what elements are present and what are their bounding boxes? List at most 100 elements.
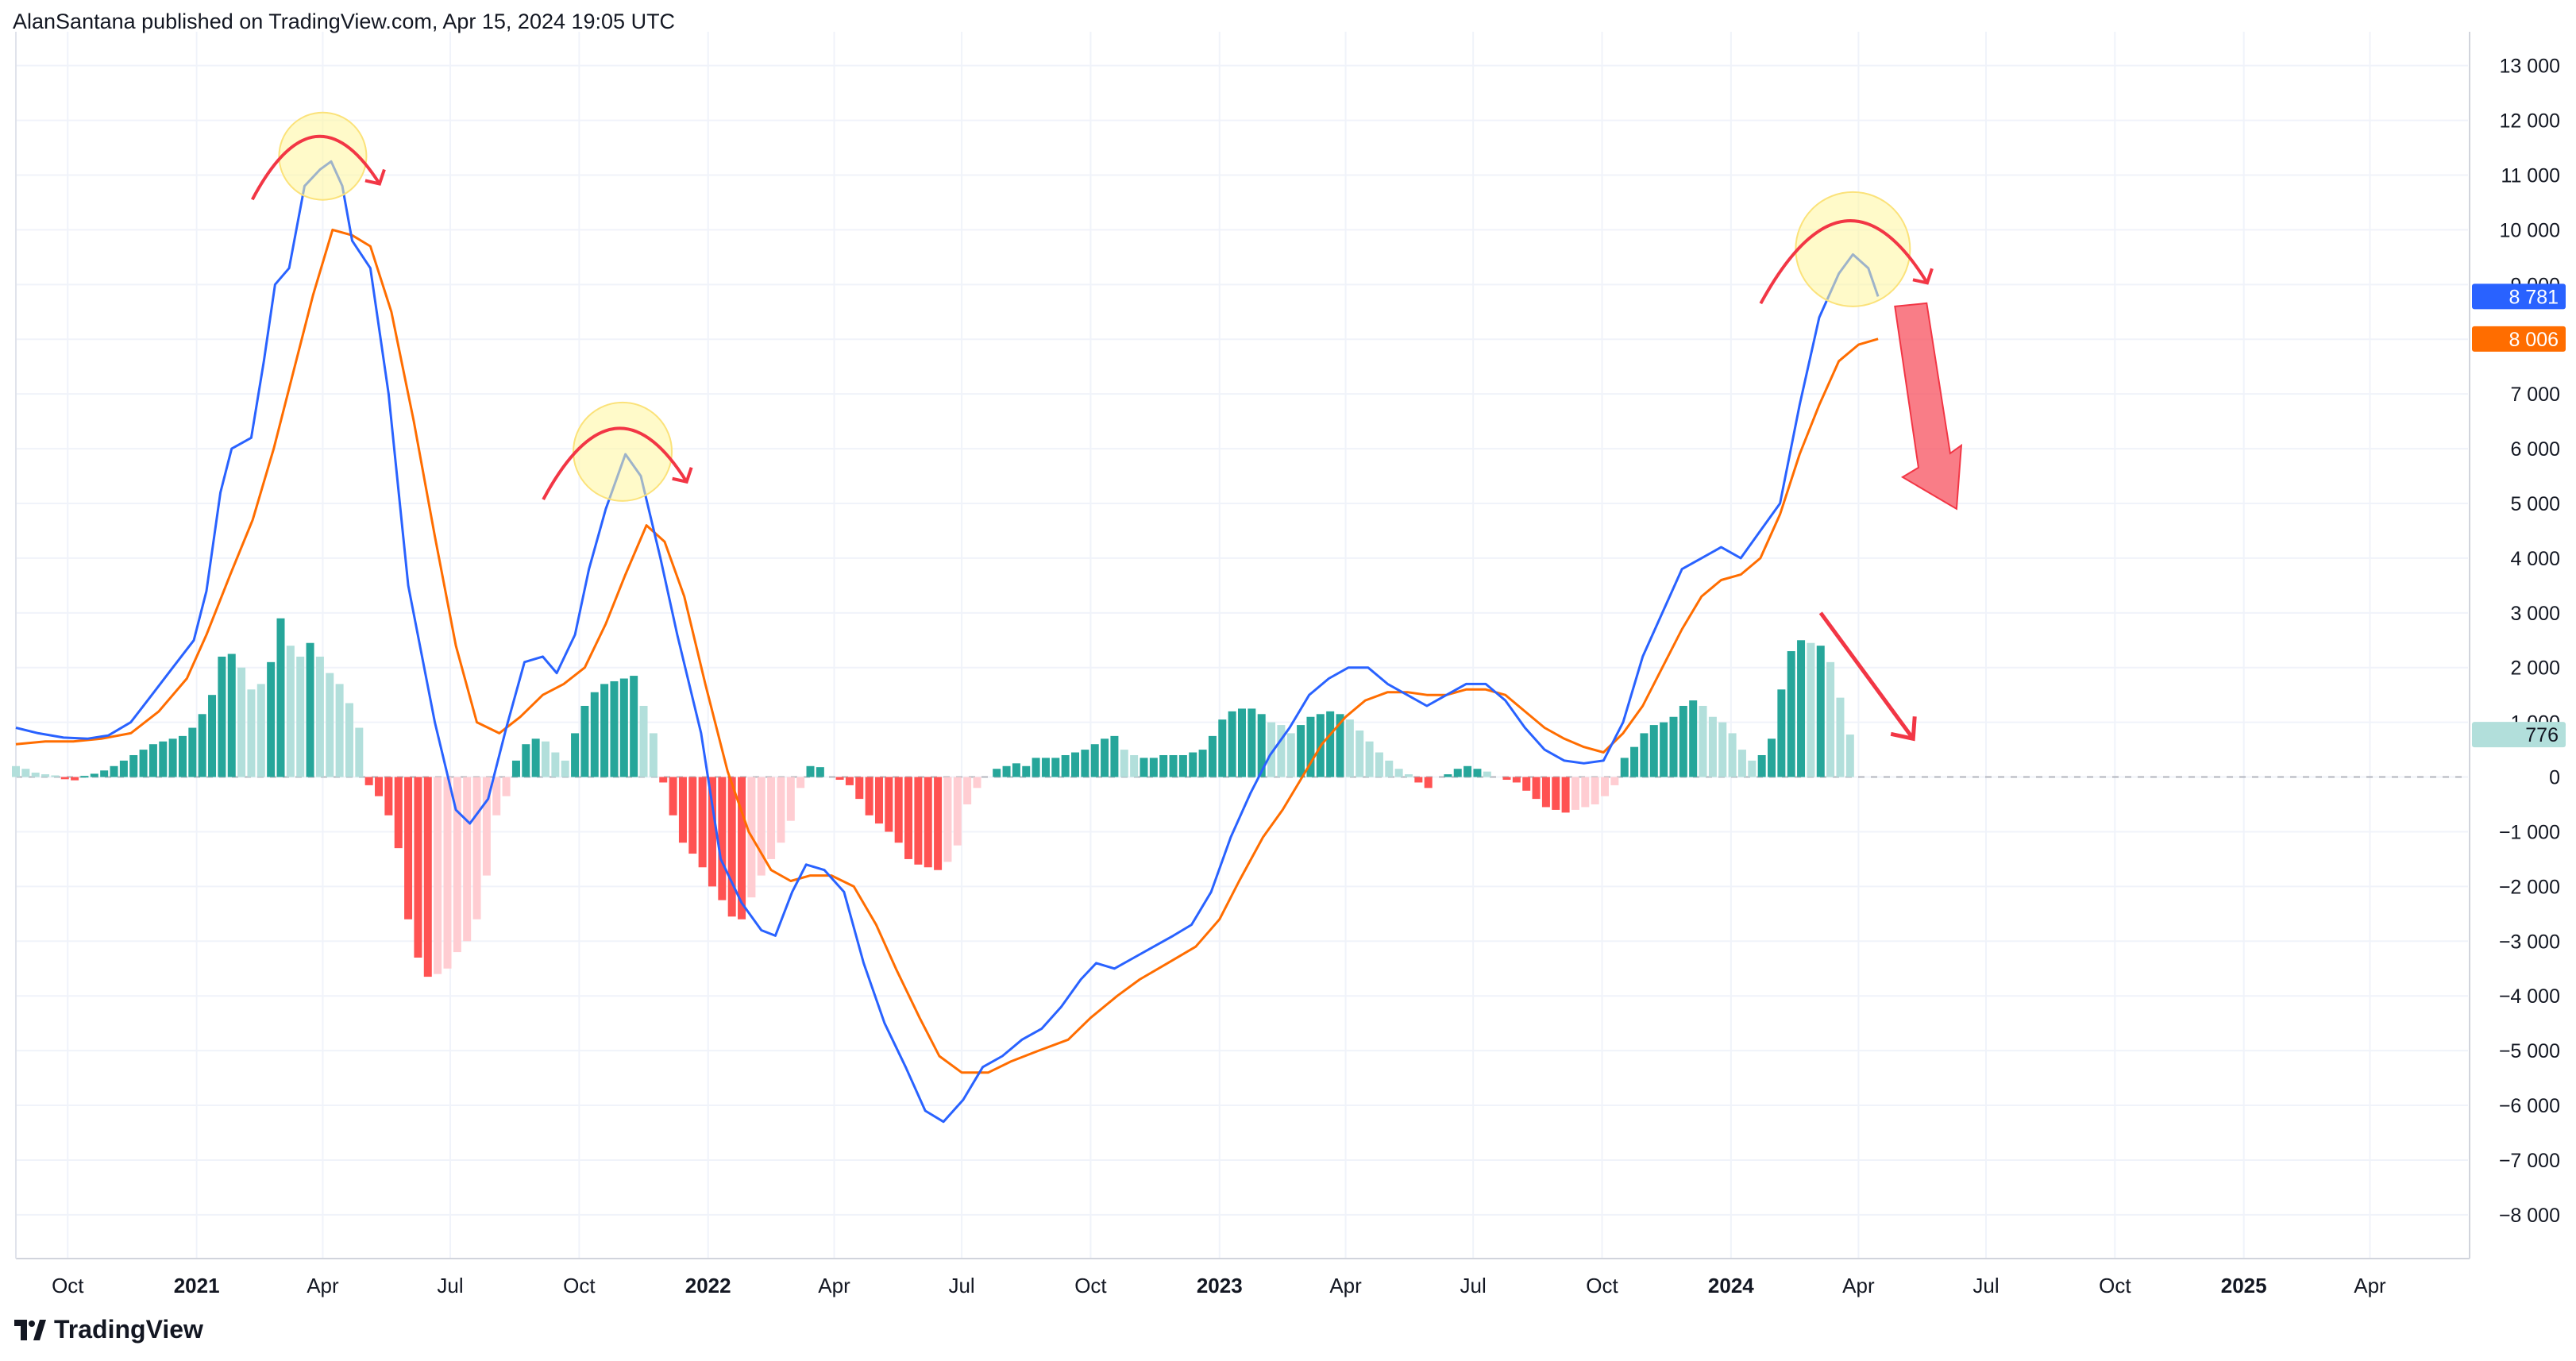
histogram-bar xyxy=(1002,765,1011,777)
curved-arrow xyxy=(251,134,381,201)
y-tick-label: 12 000 xyxy=(2500,110,2560,133)
histogram-bar xyxy=(1041,758,1050,777)
histogram-bar xyxy=(41,774,50,777)
histogram-bar xyxy=(1552,777,1560,810)
signal-price-tag: 8 006 xyxy=(2509,329,2559,351)
histogram-bar xyxy=(1071,752,1080,777)
histogram-bar xyxy=(1591,777,1599,805)
histogram-bar xyxy=(148,744,157,777)
histogram-bar xyxy=(1463,765,1472,777)
histogram-bar xyxy=(894,777,903,843)
y-tick-label: 13 000 xyxy=(2500,56,2560,78)
histogram-bar xyxy=(1620,758,1629,777)
histogram-price-tag-bg xyxy=(2472,722,2566,748)
histogram-bar xyxy=(1424,777,1433,788)
histogram-bar xyxy=(806,765,815,777)
histogram-bar xyxy=(757,777,765,876)
histogram-bar xyxy=(1110,735,1119,777)
histogram-bar xyxy=(90,773,98,777)
histogram-bar xyxy=(218,656,226,777)
histogram-bar xyxy=(1807,642,1815,777)
histogram-bar xyxy=(1699,705,1707,777)
y-tick-label: 6 000 xyxy=(2510,438,2560,461)
histogram-bar xyxy=(1189,752,1197,777)
histogram-bar xyxy=(1610,777,1619,785)
histogram-bar xyxy=(1404,774,1413,777)
histogram-bar xyxy=(1228,711,1236,777)
histogram-bar xyxy=(835,777,844,781)
highlight-circle xyxy=(1795,191,1911,307)
histogram-bar xyxy=(178,735,187,777)
histogram-bar xyxy=(904,777,913,859)
tradingview-brand[interactable]: TradingView xyxy=(54,1315,203,1344)
histogram-bar xyxy=(119,760,128,777)
histogram-bar xyxy=(1512,777,1521,783)
histogram-bar xyxy=(1286,733,1295,777)
x-tick-label: Apr xyxy=(2354,1274,2386,1297)
histogram-bar xyxy=(1777,689,1786,777)
histogram-bar xyxy=(1345,719,1354,777)
histogram-bar xyxy=(943,777,952,862)
histogram-bar xyxy=(1257,714,1266,777)
histogram-bar xyxy=(60,777,69,780)
histogram-bar xyxy=(1198,750,1207,777)
macd-price-tag: 8 781 xyxy=(2509,286,2559,308)
histogram-bar xyxy=(542,741,550,777)
histogram-bar xyxy=(1101,738,1109,777)
histogram-bar xyxy=(1845,734,1854,777)
x-tick-label: Apr xyxy=(307,1274,339,1297)
histogram-bar xyxy=(1757,754,1766,777)
arrow-head-icon xyxy=(672,467,693,484)
histogram-bar xyxy=(718,777,727,900)
histogram-bar xyxy=(296,656,305,777)
x-tick-label: Oct xyxy=(52,1274,84,1297)
x-tick-label: Jul xyxy=(1460,1274,1487,1297)
histogram-bar xyxy=(306,642,314,777)
y-tick-label: −7 000 xyxy=(2499,1150,2560,1172)
y-tick-label: 2 000 xyxy=(2510,657,2560,680)
histogram-bar xyxy=(12,765,20,777)
histogram-bar xyxy=(1081,750,1089,777)
histogram-bar xyxy=(885,777,893,832)
histogram-bar xyxy=(375,777,384,796)
histogram-bar xyxy=(727,777,736,917)
histogram-bar xyxy=(1061,754,1070,777)
y-tick-label: 0 xyxy=(2549,767,2560,789)
histogram-bar xyxy=(1140,758,1148,777)
y-tick-label: 3 000 xyxy=(2510,603,2560,625)
histogram-bar xyxy=(1689,700,1698,777)
histogram-bar xyxy=(639,705,648,777)
histogram-bar xyxy=(1826,661,1835,777)
histogram-bar xyxy=(610,680,619,777)
highlight-circle xyxy=(278,111,368,201)
histogram-bar xyxy=(855,777,864,800)
histogram-bar xyxy=(1679,705,1687,777)
grid xyxy=(16,32,2468,1259)
macd-line xyxy=(15,160,1880,1124)
histogram-bar xyxy=(1768,738,1776,777)
x-tick-label: 2021 xyxy=(174,1274,220,1297)
histogram-bar xyxy=(384,777,393,815)
histogram-bar xyxy=(963,777,972,805)
histogram-bar xyxy=(738,777,746,920)
histogram-bar xyxy=(1169,754,1178,777)
histogram-bar xyxy=(414,777,422,958)
histogram-bar xyxy=(404,777,413,920)
y-tick-label: −8 000 xyxy=(2499,1205,2560,1227)
histogram-bar xyxy=(1522,777,1531,791)
x-tick-label: Jul xyxy=(1972,1274,1999,1297)
histogram-bar xyxy=(227,654,236,777)
histogram-bar xyxy=(1581,777,1590,808)
histogram-bar xyxy=(1149,758,1158,777)
histogram-bar xyxy=(51,775,60,777)
histogram-bar xyxy=(511,760,520,777)
histogram-bar xyxy=(777,777,785,843)
x-tick-label: Apr xyxy=(1842,1274,1875,1297)
histogram-bar xyxy=(198,714,206,777)
histogram-bar xyxy=(315,656,324,777)
histogram-bar xyxy=(924,777,932,868)
histogram-bar xyxy=(1571,777,1579,810)
histogram-bar xyxy=(364,777,373,785)
histogram-bar xyxy=(1306,716,1315,777)
